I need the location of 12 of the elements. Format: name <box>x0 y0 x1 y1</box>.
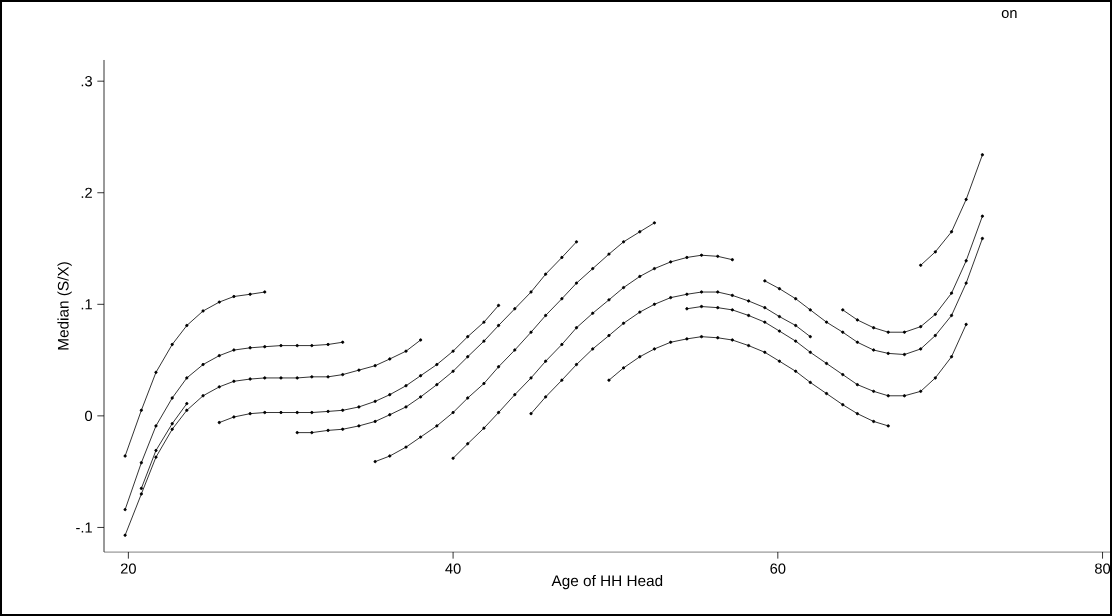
y-tick-label: .2 <box>81 187 92 198</box>
x-tick-label: 60 <box>770 563 786 574</box>
y-axis-title: Median (S/X) <box>57 262 72 350</box>
x-axis-title: Age of HH Head <box>551 574 663 590</box>
y-tick-label: 0 <box>85 410 93 422</box>
y-tick-label: .3 <box>81 76 92 87</box>
text: on <box>1001 10 1017 19</box>
y-tick-label: -.1 <box>76 522 92 533</box>
x-tick-label: 20 <box>120 563 136 574</box>
x-tick-label: 40 <box>445 563 461 574</box>
y-tick-label: .1 <box>81 299 92 310</box>
x-tick-label: 80 <box>1095 563 1111 574</box>
